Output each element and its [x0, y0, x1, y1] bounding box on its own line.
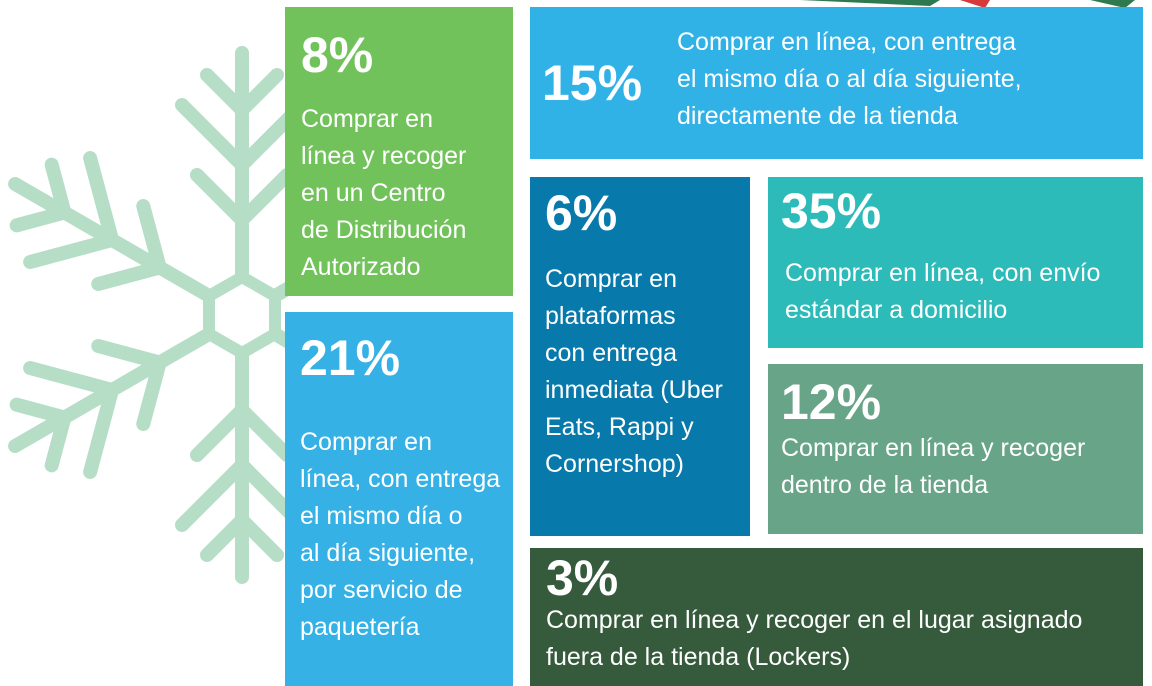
percent: 8% [301, 27, 374, 83]
percent: 21% [300, 330, 401, 386]
description-line: plataformas [545, 302, 676, 330]
description: Comprar en plataformas con entrega inmediat… [545, 261, 750, 483]
tile: 6% Comprar en plataformas con entrega inmed… [530, 177, 750, 536]
description-line: Autorizado [301, 253, 421, 281]
description-line: el mismo día o [300, 502, 463, 530]
description: Comprar en línea y recoger en el lugar a… [546, 602, 1143, 676]
description: Comprar en línea y recoger en un Centro de … [301, 101, 513, 286]
tile: 12% Comprar en línea y recoger dentro de … [768, 364, 1143, 534]
description: Comprar en línea, con entrega el mismo dí… [677, 24, 1022, 135]
description-line: directamente de la tienda [677, 102, 958, 130]
percent: 3% [546, 550, 619, 606]
top-decoration [800, 0, 1135, 8]
percent: 15% [542, 55, 643, 111]
tile: 21% Comprar en línea, con entrega el mismo… [285, 312, 513, 686]
description-line: Comprar en línea, con entrega [677, 28, 1017, 56]
description-line: por servicio de [300, 576, 463, 604]
tile: 8% Comprar en línea y recoger en un Centro… [285, 7, 513, 296]
tile: 3% Comprar en línea y recoger en el luga… [530, 548, 1143, 686]
description-line: paquetería [300, 613, 420, 641]
tile: 35% Comprar en línea, con envío estándar … [768, 177, 1143, 348]
description-line: en un Centro [301, 179, 446, 207]
description-line: Eats, Rappi y [545, 413, 694, 441]
description: Comprar en línea y recoger dentro de la t… [781, 430, 1143, 504]
description-line: el mismo día o al día siguiente, [677, 65, 1022, 93]
description: Comprar en línea, con envío estándar a do… [781, 255, 1143, 329]
description-line: al día siguiente, [300, 539, 476, 567]
tile: 15% Comprar en línea, con entrega el mism… [530, 7, 1143, 159]
description: Comprar en línea, con entrega el mismo día… [300, 424, 513, 646]
description-line: de Distribución [301, 216, 467, 244]
description-line: Cornershop) [545, 450, 684, 478]
description-line: Comprar en línea y recoger [781, 434, 1086, 462]
description-line: inmediata (Uber [545, 376, 723, 404]
description-line: Comprar en [545, 265, 677, 293]
snowflake [0, 46, 520, 686]
percent: 6% [545, 185, 618, 241]
description-line: Comprar en [301, 105, 433, 133]
percent: 12% [781, 374, 882, 430]
description-line: con entrega [545, 339, 678, 367]
percent: 35% [781, 183, 882, 239]
description-line: Comprar en línea y recoger en el lugar a… [546, 606, 1083, 634]
description-line: dentro de la tienda [781, 471, 989, 499]
description-line: fuera de la tienda (Lockers) [546, 643, 851, 671]
description-line: línea, con entrega [300, 465, 501, 493]
description-line: Comprar en línea, con envío [785, 259, 1101, 287]
description-line: estándar a domicilio [785, 296, 1008, 324]
description-line: línea y recoger [301, 142, 467, 170]
description-line: Comprar en [300, 428, 432, 456]
